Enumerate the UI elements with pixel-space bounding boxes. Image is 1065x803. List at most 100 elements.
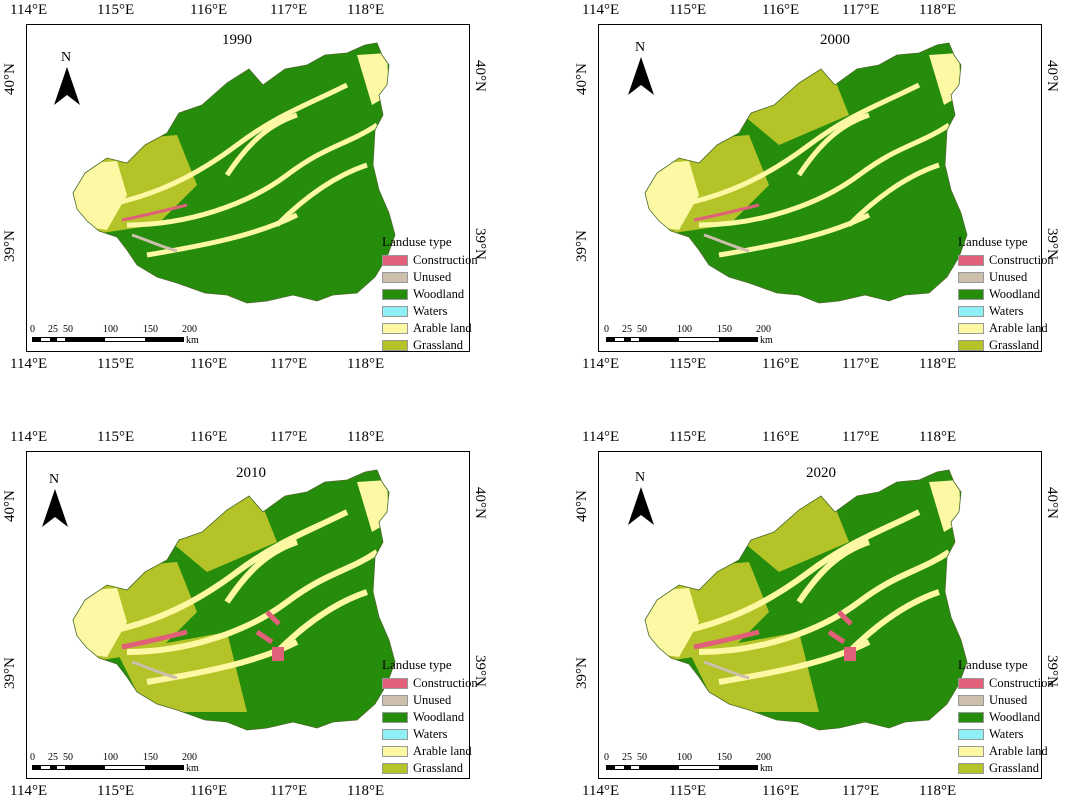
arable-valley: [847, 162, 940, 227]
lon-tick-bottom: 114°E: [582, 356, 620, 372]
legend-item: Construction: [382, 675, 478, 692]
legend-swatch: [958, 729, 984, 740]
scale-tick-label: 0: [30, 324, 35, 335]
arable-valley: [224, 539, 298, 604]
north-label: N: [635, 470, 646, 485]
lon-tick-top: 116°E: [762, 2, 800, 18]
lon-tick-bottom: 115°E: [669, 783, 707, 799]
lon-tick-bottom: 114°E: [10, 783, 48, 799]
landuse-map: [72, 42, 396, 304]
legend-swatch: [958, 712, 984, 723]
map-frame: [598, 24, 1042, 352]
legend-label: Unused: [989, 693, 1028, 707]
construction-area: [693, 203, 760, 222]
landuse-map: [72, 469, 396, 731]
scale-tick-label: 25: [48, 752, 58, 763]
legend-item: Woodland: [382, 709, 478, 726]
scale-tick-label: 100: [103, 324, 118, 335]
lon-tick-top: 114°E: [582, 2, 620, 18]
legend-label: Arable land: [413, 744, 472, 758]
lon-tick-bottom: 115°E: [97, 356, 135, 372]
north-arrow-icon: [628, 487, 654, 530]
lon-tick-top: 115°E: [97, 429, 135, 445]
legend-item: Woodland: [958, 286, 1054, 303]
scale-tick-label: 50: [63, 324, 73, 335]
lat-tick-right: 40°N: [1044, 487, 1060, 519]
lat-tick-left: 40°N: [574, 63, 590, 95]
arable-valley: [275, 162, 368, 227]
legend-item: Construction: [382, 252, 478, 269]
scale-tick-label: 100: [677, 752, 692, 763]
legend-title: Landuse type: [382, 234, 452, 249]
legend-swatch: [958, 272, 984, 283]
legend-label: Woodland: [413, 710, 465, 724]
scale-tick-label: 0: [604, 752, 609, 763]
lat-tick-left: 39°N: [574, 230, 590, 262]
lon-tick-bottom: 115°E: [97, 783, 135, 799]
scale-tick-label: 100: [103, 752, 118, 763]
legend-label: Waters: [989, 727, 1024, 741]
scale-unit: km: [186, 763, 199, 774]
lon-tick-top: 115°E: [669, 429, 707, 445]
arable-valley: [678, 82, 921, 208]
legend-item: Grassland: [382, 760, 478, 777]
lon-tick-top: 118°E: [347, 429, 385, 445]
lon-tick-bottom: 117°E: [842, 783, 880, 799]
legend-swatch: [958, 678, 984, 689]
legend-swatch: [382, 729, 408, 740]
scale-tick-label: 0: [604, 324, 609, 335]
legend-item: Unused: [382, 269, 478, 286]
map-year-title: 2020: [806, 465, 836, 481]
legend-label: Construction: [989, 676, 1054, 690]
legend-swatch: [382, 323, 408, 334]
legend-title: Landuse type: [382, 657, 452, 672]
arable-valley: [274, 589, 368, 655]
lon-tick-bottom: 117°E: [270, 783, 308, 799]
lat-tick-left: 40°N: [2, 63, 18, 95]
landuse-map: [644, 42, 968, 304]
north-label: N: [61, 50, 72, 65]
legend-label: Construction: [413, 676, 478, 690]
scale-unit: km: [760, 763, 773, 774]
lon-tick-bottom: 118°E: [919, 356, 957, 372]
arable-valley: [796, 539, 870, 604]
grassland-area: [719, 65, 849, 145]
lat-tick-left: 39°N: [2, 230, 18, 262]
lon-tick-bottom: 117°E: [270, 356, 308, 372]
map-year-title: 2010: [236, 465, 266, 481]
arable-valley: [796, 112, 870, 177]
legend-item: Unused: [958, 269, 1054, 286]
north-arrow-icon: [42, 489, 68, 532]
construction-area: [693, 629, 760, 650]
lat-tick-right: 40°N: [472, 487, 488, 519]
lon-tick-top: 118°E: [919, 429, 957, 445]
legend-item: Waters: [382, 726, 478, 743]
legend-item: Grassland: [958, 760, 1054, 777]
legend-item: Waters: [958, 726, 1054, 743]
scale-tick-label: 200: [756, 752, 771, 763]
lon-tick-top: 118°E: [347, 2, 385, 18]
landuse-legend: Landuse type Construction Unused Woodlan…: [382, 657, 478, 777]
legend-item: Woodland: [382, 286, 478, 303]
legend-item: Grassland: [382, 337, 478, 354]
legend-label: Waters: [413, 304, 448, 318]
construction-area: [837, 610, 853, 626]
legend-swatch: [958, 746, 984, 757]
lat-tick-right: 40°N: [472, 60, 488, 92]
legend-swatch: [382, 340, 408, 351]
lon-tick-top: 116°E: [190, 429, 228, 445]
lon-tick-top: 115°E: [97, 2, 135, 18]
lat-tick-left: 40°N: [2, 490, 18, 522]
legend-title: Landuse type: [958, 657, 1028, 672]
legend-item: Construction: [958, 252, 1054, 269]
legend-swatch: [382, 289, 408, 300]
legend-swatch: [958, 763, 984, 774]
legend-item: Waters: [958, 303, 1054, 320]
map-frame: [26, 451, 470, 779]
scale-tick-label: 50: [63, 752, 73, 763]
lat-tick-left: 39°N: [574, 657, 590, 689]
grassland-area: [147, 492, 277, 572]
legend-label: Unused: [989, 270, 1028, 284]
lon-tick-top: 117°E: [842, 2, 880, 18]
arable-valley: [106, 509, 349, 635]
